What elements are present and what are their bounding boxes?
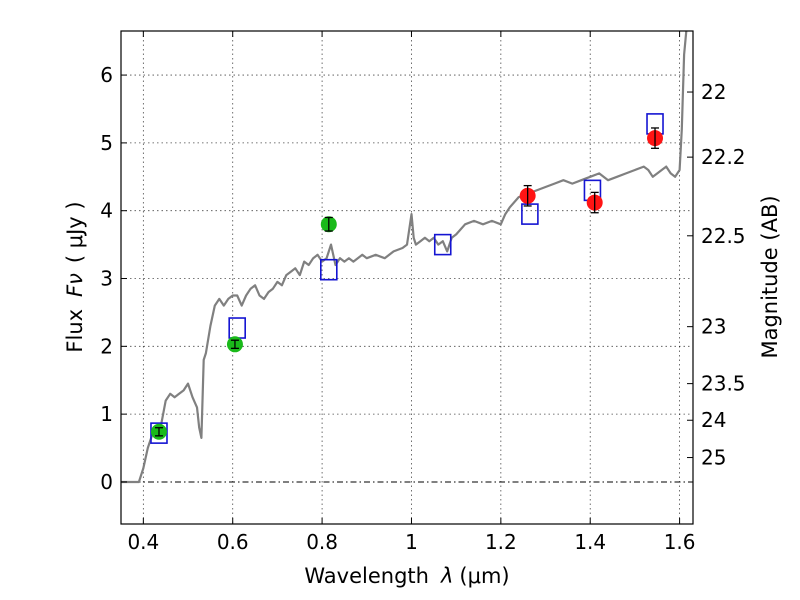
y-tick-label: 5 (100, 131, 113, 155)
x-tick-label: 1.6 (664, 530, 696, 554)
x-tick-label: 1 (405, 530, 418, 554)
y-axis-label-symbol: Fν (63, 273, 87, 297)
y2-tick-label: 22.5 (701, 224, 746, 248)
y-tick-label: 1 (100, 402, 113, 426)
model-box-marker (521, 203, 539, 225)
y-tick-label: 2 (100, 334, 113, 358)
model-box-marker (150, 422, 168, 444)
data-layer (121, 31, 688, 484)
y-tick-label: 4 (100, 199, 113, 223)
y2-tick-label: 22 (701, 80, 726, 104)
y2-tick-label: 24 (701, 408, 726, 432)
y-axis-label-unit: ( μJy ) (63, 201, 87, 263)
x-axis-label: Wavelength λ (μm) (304, 564, 509, 588)
grid (121, 31, 693, 524)
y2-axis-label: Magnitude (AB) (758, 195, 782, 358)
x-axis-label-symbol: λ (440, 564, 453, 588)
y2-tick-label: 23.5 (701, 372, 746, 396)
x-axis-label-unit: (μm) (459, 564, 509, 588)
y-axis-label-prefix: Flux (63, 309, 87, 353)
x-axis-label-prefix: Wavelength (304, 564, 429, 588)
x-tick-label: 0.4 (127, 530, 159, 554)
y2-tick-label: 22.2 (701, 145, 746, 169)
y2-tick-label: 23 (701, 315, 726, 339)
model-box-marker (228, 317, 246, 339)
y-axis-label: Flux Fν ( μJy ) (63, 201, 87, 352)
x-tick-label: 0.6 (217, 530, 249, 554)
ticks: 0.4 0.6 0.8 1 1.2 1.4 1.601234562222.222.52323… (100, 31, 746, 554)
y2-tick-label: 25 (701, 446, 726, 470)
plot-frame (120, 30, 694, 525)
y-tick-label: 0 (100, 470, 113, 494)
model-box-marker (319, 258, 338, 281)
model-box-marker (433, 233, 452, 256)
y-tick-label: 3 (100, 267, 113, 291)
y-tick-label: 6 (100, 63, 113, 87)
x-tick-label: 1.4 (574, 530, 606, 554)
spectrum-line (121, 31, 688, 484)
x-tick-label: 1.2 (485, 530, 517, 554)
x-tick-label: 0.8 (306, 530, 338, 554)
